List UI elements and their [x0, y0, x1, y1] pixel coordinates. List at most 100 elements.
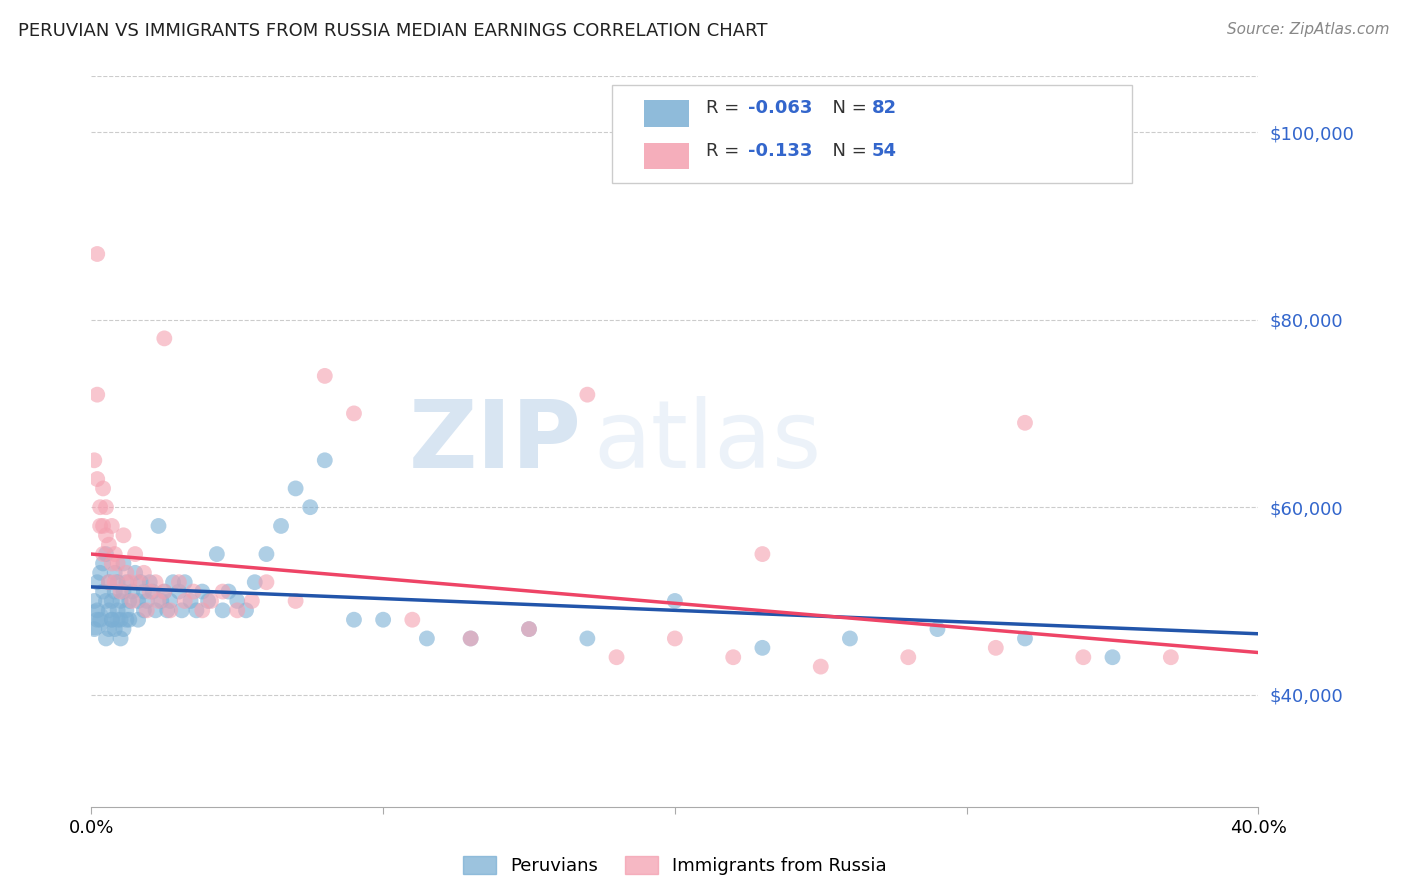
Point	[576, 387, 599, 401]
Point	[517, 622, 540, 636]
Point	[110, 594, 132, 608]
Point	[197, 594, 219, 608]
Point	[173, 575, 195, 590]
Point	[153, 584, 176, 599]
Point	[112, 622, 135, 636]
Point	[314, 453, 336, 467]
Point	[132, 584, 155, 599]
Point	[83, 613, 105, 627]
Point	[211, 603, 233, 617]
Point	[104, 584, 127, 599]
Point	[97, 575, 120, 590]
Point	[83, 594, 105, 608]
Point	[183, 584, 205, 599]
Point	[153, 584, 176, 599]
Point	[138, 584, 162, 599]
Point	[240, 594, 263, 608]
Point	[150, 594, 173, 608]
Point	[115, 613, 138, 627]
Point	[173, 594, 195, 608]
Point	[218, 584, 240, 599]
Point	[576, 632, 599, 646]
Point	[112, 557, 135, 571]
Point	[135, 594, 157, 608]
Point	[145, 575, 167, 590]
Point	[121, 594, 143, 608]
Point	[91, 584, 114, 599]
Point	[104, 566, 127, 580]
Point	[83, 453, 105, 467]
Point	[605, 650, 627, 665]
Point	[110, 584, 132, 599]
Text: N =: N =	[821, 99, 873, 117]
Point	[159, 594, 181, 608]
Point	[401, 613, 423, 627]
Point	[83, 622, 105, 636]
Point	[148, 519, 170, 533]
Point	[94, 528, 117, 542]
Point	[810, 659, 832, 673]
Point	[170, 603, 193, 617]
Point	[115, 603, 138, 617]
Point	[127, 613, 149, 627]
Text: R =: R =	[706, 142, 751, 160]
Point	[1014, 416, 1036, 430]
Point	[104, 575, 127, 590]
Point	[984, 640, 1007, 655]
Point	[460, 632, 482, 646]
Point	[142, 584, 165, 599]
Point	[89, 500, 111, 515]
Point	[314, 368, 336, 383]
Point	[132, 566, 155, 580]
Point	[180, 594, 202, 608]
Point	[112, 584, 135, 599]
Point	[94, 594, 117, 608]
Point	[124, 547, 146, 561]
Point	[97, 622, 120, 636]
Point	[132, 603, 155, 617]
Point	[107, 557, 129, 571]
Point	[110, 613, 132, 627]
Point	[200, 594, 222, 608]
Point	[167, 575, 190, 590]
Point	[91, 547, 114, 561]
Point	[127, 594, 149, 608]
Point	[129, 575, 152, 590]
Point	[211, 584, 233, 599]
Point	[167, 584, 190, 599]
Point	[101, 613, 124, 627]
Text: PERUVIAN VS IMMIGRANTS FROM RUSSIA MEDIAN EARNINGS CORRELATION CHART: PERUVIAN VS IMMIGRANTS FROM RUSSIA MEDIA…	[18, 22, 768, 40]
Point	[97, 603, 120, 617]
Point	[723, 650, 745, 665]
Text: 82: 82	[872, 99, 897, 117]
Point	[191, 584, 214, 599]
Point	[86, 387, 108, 401]
Point	[115, 575, 138, 590]
Point	[517, 622, 540, 636]
Point	[156, 603, 179, 617]
Point	[371, 613, 394, 627]
Point	[101, 519, 124, 533]
Point	[153, 331, 176, 345]
Text: -0.063: -0.063	[748, 99, 813, 117]
Point	[254, 575, 277, 590]
Point	[94, 632, 117, 646]
Point	[897, 650, 920, 665]
Point	[94, 500, 117, 515]
Point	[101, 594, 124, 608]
Point	[121, 584, 143, 599]
Point	[284, 594, 307, 608]
Point	[97, 538, 120, 552]
Point	[101, 557, 124, 571]
Text: N =: N =	[821, 142, 873, 160]
Point	[104, 547, 127, 561]
Point	[86, 247, 108, 261]
Point	[1014, 632, 1036, 646]
Point	[91, 519, 114, 533]
Text: atlas: atlas	[593, 395, 821, 488]
Point	[751, 640, 773, 655]
Legend: Peruvians, Immigrants from Russia: Peruvians, Immigrants from Russia	[456, 848, 894, 882]
Point	[186, 603, 208, 617]
Point	[1101, 650, 1123, 665]
Text: -0.133: -0.133	[748, 142, 813, 160]
